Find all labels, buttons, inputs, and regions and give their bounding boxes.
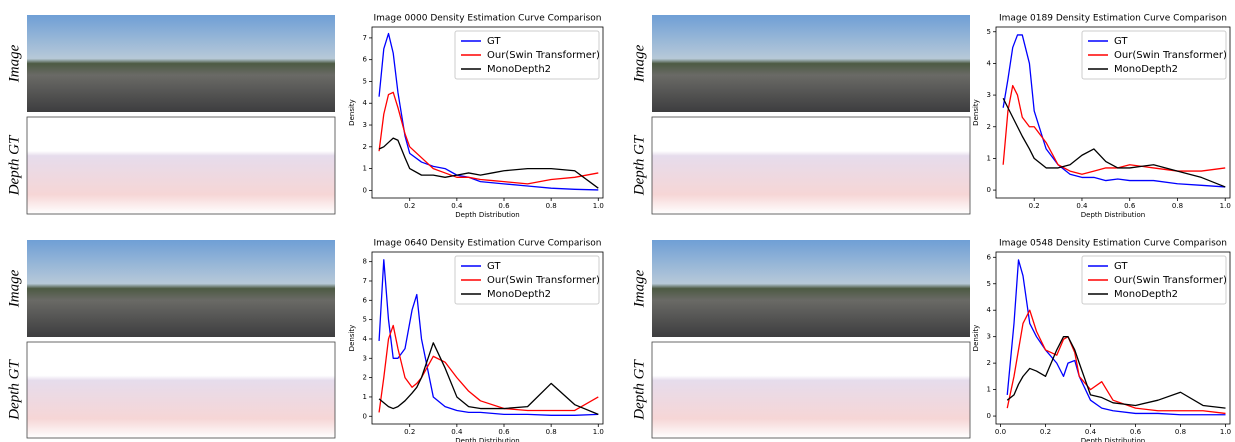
y-tick-label: 0 [363, 186, 367, 194]
y-tick-label: 3 [987, 91, 991, 99]
x-axis-label: Depth Distribution [455, 211, 519, 219]
y-tick-label: 5 [363, 77, 367, 85]
x-tick-label: 1.0 [593, 202, 604, 210]
x-axis-label: Depth Distribution [455, 437, 519, 442]
y-tick-label: 1 [363, 165, 367, 173]
image-label: Image [6, 269, 22, 308]
x-axis-label: Depth Distribution [1081, 211, 1145, 219]
scene-image [652, 240, 970, 337]
x-tick-label: 0.4 [451, 202, 463, 210]
y-axis-label: Density [972, 99, 980, 126]
series-line [1003, 98, 1225, 187]
y-tick-label: 2 [363, 374, 367, 382]
legend-label: Our(Swin Transformer) [1114, 50, 1227, 61]
x-tick-label: 0.8 [546, 202, 557, 210]
y-tick-label: 1 [987, 154, 991, 162]
y-tick-label: 8 [363, 258, 367, 266]
image-label: Image [6, 44, 22, 83]
x-tick-label: 0.6 [1130, 428, 1142, 436]
chart-title: Image 0640 Density Estimation Curve Comp… [374, 239, 602, 249]
y-tick-label: 5 [987, 280, 991, 288]
x-tick-label: 0.6 [1124, 202, 1136, 210]
y-tick-label: 4 [363, 335, 368, 343]
y-tick-label: 2 [987, 123, 991, 131]
x-tick-label: 1.0 [1220, 428, 1231, 436]
y-tick-label: 5 [987, 28, 991, 36]
y-tick-label: 0 [987, 186, 991, 194]
depth-label: Depth GT [631, 134, 647, 196]
y-tick-label: 3 [363, 121, 367, 129]
legend-label: GT [1114, 36, 1128, 47]
x-tick-label: 0.8 [1172, 202, 1183, 210]
x-tick-label: 0.6 [498, 428, 510, 436]
image-label: Image [631, 44, 647, 83]
series-line [1007, 310, 1225, 413]
y-tick-label: 3 [987, 333, 991, 341]
y-tick-label: 1 [987, 386, 991, 394]
y-tick-label: 0 [363, 412, 367, 420]
x-tick-label: 1.0 [593, 428, 604, 436]
x-tick-label: 0.2 [404, 202, 415, 210]
depth-image [27, 117, 335, 214]
depth-label: Depth GT [6, 359, 22, 421]
x-tick-label: 0.8 [546, 428, 557, 436]
depth-label: Depth GT [6, 134, 22, 196]
y-tick-label: 6 [363, 56, 368, 64]
y-tick-label: 6 [363, 296, 368, 304]
legend-label: Our(Swin Transformer) [487, 275, 600, 286]
depth-image [652, 117, 970, 214]
x-tick-label: 0.2 [1029, 202, 1040, 210]
legend-label: Our(Swin Transformer) [487, 50, 600, 61]
legend-label: MonoDepth2 [1114, 64, 1178, 75]
chart-title: Image 0000 Density Estimation Curve Comp… [374, 14, 602, 24]
y-tick-label: 0 [987, 412, 991, 420]
x-tick-label: 0.2 [1040, 428, 1051, 436]
y-tick-label: 4 [987, 59, 992, 67]
scene-image [27, 240, 335, 337]
y-tick-label: 2 [987, 359, 991, 367]
y-tick-label: 3 [363, 354, 367, 362]
x-axis-label: Depth Distribution [1081, 437, 1145, 442]
legend-label: GT [487, 261, 501, 272]
y-axis-label: Density [348, 99, 356, 126]
x-tick-label: 0.4 [1076, 202, 1088, 210]
y-tick-label: 5 [363, 316, 367, 324]
y-tick-label: 7 [363, 34, 367, 42]
figure: Image Depth GT Image Depth GT Image Depth GT I… [0, 0, 1235, 442]
x-tick-label: 0.4 [1085, 428, 1097, 436]
scene-image [27, 15, 335, 112]
y-tick-label: 2 [363, 143, 367, 151]
y-axis-label: Density [972, 325, 980, 352]
y-tick-label: 6 [987, 253, 992, 261]
series-line [379, 325, 598, 412]
legend-label: MonoDepth2 [487, 289, 551, 300]
legend-label: GT [487, 36, 501, 47]
y-tick-label: 4 [363, 99, 368, 107]
x-tick-label: 0.0 [995, 428, 1006, 436]
y-tick-label: 1 [363, 393, 367, 401]
depth-image [27, 342, 335, 438]
x-tick-label: 0.6 [498, 202, 510, 210]
chart-title: Image 0189 Density Estimation Curve Comp… [999, 14, 1227, 24]
depth-image [652, 342, 970, 438]
image-label: Image [631, 269, 647, 308]
y-tick-label: 4 [987, 306, 992, 314]
y-tick-label: 7 [363, 277, 367, 285]
series-line [1007, 337, 1225, 408]
legend-label: GT [1114, 261, 1128, 272]
legend-label: Our(Swin Transformer) [1114, 275, 1227, 286]
legend-label: MonoDepth2 [487, 64, 551, 75]
y-axis-label: Density [348, 325, 356, 352]
chart-title: Image 0548 Density Estimation Curve Comp… [999, 239, 1227, 249]
x-tick-label: 1.0 [1220, 202, 1231, 210]
x-tick-label: 0.2 [404, 428, 415, 436]
depth-label: Depth GT [631, 359, 647, 421]
legend-label: MonoDepth2 [1114, 289, 1178, 300]
scene-image [652, 15, 970, 112]
x-tick-label: 0.8 [1175, 428, 1186, 436]
x-tick-label: 0.4 [451, 428, 463, 436]
